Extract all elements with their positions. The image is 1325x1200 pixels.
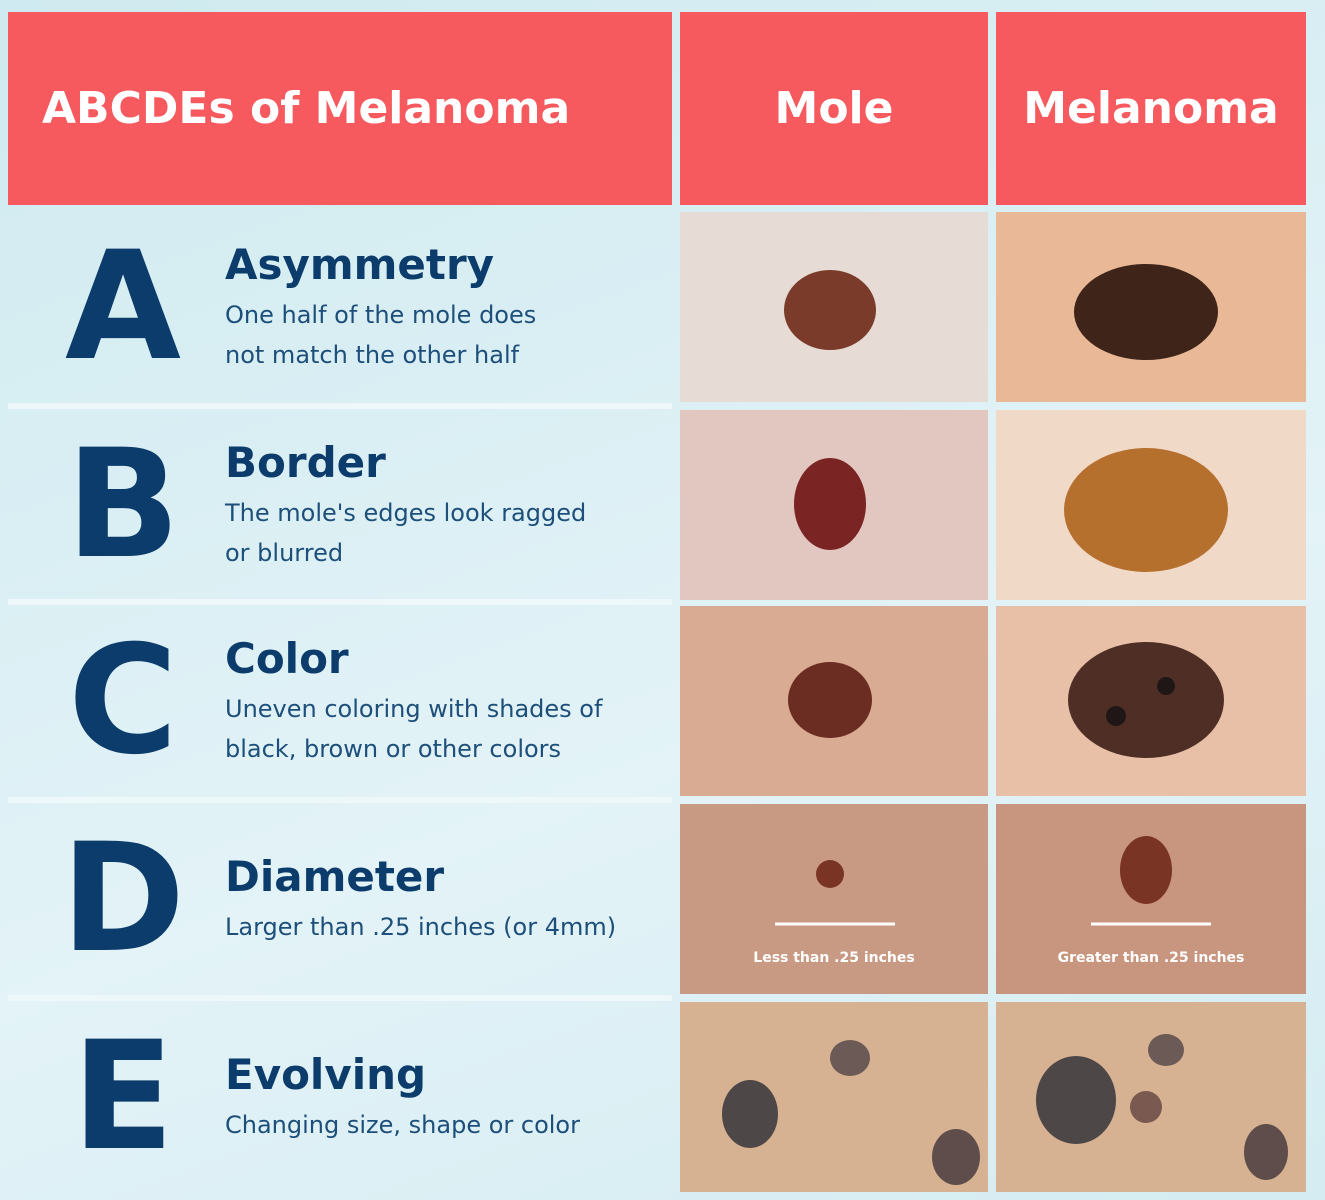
row-description: The mole's edges look ragged [225,498,587,527]
mole-spot [1106,706,1126,726]
skin-photo [680,410,988,600]
row-description: or blurred [225,538,344,567]
mole-spot [794,458,866,550]
row-name: Evolving [225,1049,427,1099]
skin-photo [996,410,1306,600]
row-text: A Asymmetry One half of the mole does not m… [8,212,672,402]
row-letter: C [67,614,179,788]
mole-spot [1244,1124,1288,1180]
row-letter: A [64,220,182,394]
row-description: Uneven coloring with shades of [225,694,603,723]
mole-spot [816,860,844,888]
skin-photo [996,1002,1306,1192]
skin-photo [680,1002,988,1192]
mole-spot [1036,1056,1116,1144]
row-text: D Diameter Larger than .25 inches (or 4mm) [8,804,672,994]
skin-photo [680,212,988,402]
row-description: Larger than .25 inches (or 4mm) [225,912,617,941]
row-separator [8,599,672,605]
skin-photo [680,606,988,796]
row-description: black, brown or other colors [225,734,562,763]
mole-spot [784,270,876,350]
mole-spot [1157,677,1175,695]
row-name: Asymmetry [225,239,495,289]
skin [680,804,988,994]
row-description: not match the other half [225,340,520,369]
diameter-label: Greater than .25 inches [1058,950,1245,966]
row-description: One half of the mole does [225,300,537,329]
header-title: ABCDEs of Melanoma [8,12,672,205]
skin-photo [996,212,1306,402]
row-separator [8,403,672,409]
mole-spot [1120,836,1172,904]
skin-photo [996,606,1306,796]
column-header: Melanoma [996,12,1306,205]
row-separator [8,995,672,1001]
skin-photo: Greater than .25 inches [996,804,1306,994]
row-description: Changing size, shape or color [225,1110,580,1139]
row-letter: B [65,418,181,592]
row-letter: D [60,812,186,986]
mole-spot [932,1129,980,1185]
mole-spot [1148,1034,1184,1066]
skin-photo: Less than .25 inches [680,804,988,994]
row-text: C Color Uneven coloring with shades of blac… [8,606,672,796]
mole-spot [1074,264,1218,360]
mole-spot [1064,448,1228,572]
row-text-block: Diameter Larger than .25 inches (or 4mm) [225,804,616,994]
mole-spot [788,662,872,738]
row-letter: E [71,1010,175,1184]
mole-spot [1068,642,1224,758]
row-separator [8,797,672,803]
mole-spot [722,1080,778,1148]
row-text: E Evolving Changing size, shape or color [8,1002,672,1192]
mole-spot [1130,1091,1162,1123]
column-header: Mole [680,12,988,205]
row-name: Border [225,437,386,487]
row-text-block: Asymmetry One half of the mole does not ma… [225,212,536,402]
mole-spot [830,1040,870,1076]
row-name: Color [225,633,349,683]
row-text-block: Color Uneven coloring with shades of black… [225,606,602,796]
row-text: B Border The mole's edges look ragged or bl… [8,410,672,600]
row-text-block: Evolving Changing size, shape or color [225,1002,580,1192]
diameter-label: Less than .25 inches [753,950,914,966]
row-text-block: Border The mole's edges look ragged or blu… [225,410,586,600]
row-name: Diameter [225,851,445,901]
